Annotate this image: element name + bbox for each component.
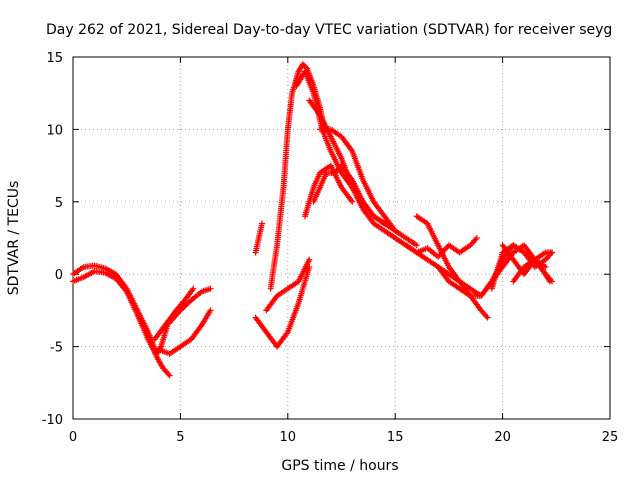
data-point-track-16	[473, 235, 480, 241]
x-tick-label: 5	[176, 430, 184, 445]
x-tick-label: 20	[494, 430, 511, 445]
data-point-track-2	[166, 372, 173, 379]
x-tick-label: 15	[387, 430, 404, 445]
data-point-track-3	[207, 307, 214, 314]
data-point-track-4	[190, 285, 197, 292]
data-point-track-19	[549, 249, 556, 256]
y-tick-label: 5	[55, 196, 63, 211]
data-point-track-20	[549, 278, 556, 285]
data-point-track-15	[484, 314, 491, 321]
plot-frame	[72, 56, 611, 420]
y-tick-label: 15	[46, 51, 63, 66]
data-point-track-1	[207, 285, 214, 292]
x-tick-label: 25	[602, 430, 619, 445]
y-tick-label: 0	[55, 268, 63, 283]
y-tick-label: -10	[42, 413, 63, 428]
data-point-track-14	[542, 263, 549, 270]
y-axis-title: SDTVAR / TECUs	[6, 181, 22, 296]
grid	[73, 57, 610, 419]
x-axis-title: GPS time / hours	[281, 458, 398, 474]
x-tick-label: 0	[69, 430, 77, 445]
x-tick-label: 10	[280, 430, 297, 445]
chart-title: Day 262 of 2021, Sidereal Day-to-day VTE…	[46, 22, 612, 38]
data-point-track-13	[349, 198, 356, 205]
axis-ticks: 0 5 10 15 20 25 -10 -5 0 5 10 15	[42, 51, 619, 445]
y-tick-label: -5	[50, 341, 63, 356]
y-tick-label: 10	[46, 123, 63, 138]
data-point-track-12	[306, 256, 313, 263]
data-point-track-9	[413, 242, 420, 249]
data-point-track-5	[259, 220, 266, 227]
data-points	[70, 61, 556, 379]
